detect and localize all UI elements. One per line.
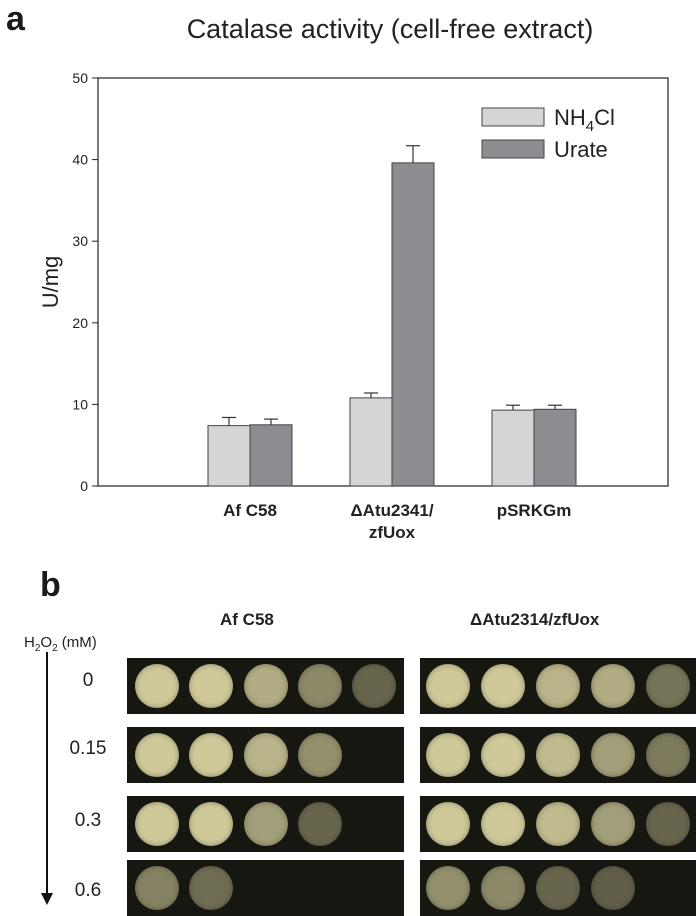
y-axis-label: U/mg: [38, 256, 63, 309]
colony-spot: [481, 866, 525, 910]
y-tick-label: 30: [72, 233, 88, 249]
colony-spot: [646, 733, 690, 777]
y-tick-label: 10: [72, 396, 88, 412]
plate-af-c58-row-0: [127, 658, 404, 714]
colony-spot: [536, 733, 580, 777]
bar-chart: 0 10 20 30 40 50 U/mg Af C58 ΔAtu2341/zfUox pSRKG…: [38, 70, 669, 542]
colony-spot: [135, 802, 179, 846]
y-tick-label: 40: [72, 152, 88, 168]
bar-urate: [249, 424, 293, 487]
conc-label-0: 0: [82, 670, 94, 691]
panel-a-letter: a: [6, 0, 25, 38]
colony-spot: [243, 664, 288, 708]
colony-spot: [135, 866, 179, 910]
y-tick-label: 0: [80, 478, 88, 494]
colony-spot: [426, 664, 470, 708]
colony-spot: [426, 802, 470, 846]
colony-spot: [536, 664, 580, 708]
colony-spot: [646, 664, 690, 708]
x-category-label: ΔAtu2341/: [350, 501, 433, 520]
conc-label-1: 0.15: [69, 738, 107, 759]
colony-spot: [297, 664, 342, 708]
colony-spot: [189, 664, 234, 708]
legend-swatch: [481, 107, 545, 127]
colony-spot: [135, 664, 179, 708]
colony-spot: [591, 802, 635, 846]
colony-spot: [591, 664, 635, 708]
x-category-label: zfUox: [369, 523, 416, 542]
plate-af-c58-row-2: [127, 796, 404, 852]
conc-label-2: 0.3: [74, 810, 102, 831]
bar-nh4cl: [207, 425, 251, 487]
colony-spot: [243, 802, 288, 846]
legend-label: Urate: [554, 137, 608, 162]
colony-spot: [481, 733, 525, 777]
plate-mutant-row-2: [420, 796, 696, 852]
colony-spot: [481, 664, 525, 708]
plate-af-c58-row-3: [127, 860, 404, 916]
colony-spot: [481, 802, 525, 846]
colony-spot: [646, 802, 690, 846]
colony-spot: [536, 866, 580, 910]
colony-spot: [591, 866, 635, 910]
plate-mutant-row-1: [420, 727, 696, 783]
colony-spot: [536, 802, 580, 846]
colony-spot: [352, 664, 396, 708]
arrow-down-icon: [41, 893, 53, 905]
chart-title: Catalase activity (cell-free extract): [186, 14, 594, 44]
x-category-label: Af C58: [223, 501, 277, 520]
legend-label: NH4Cl: [554, 105, 615, 135]
strain-label-af-c58: Af C58: [220, 610, 274, 629]
y-tick-label: 20: [72, 315, 88, 331]
h2o2-axis-label: H2O2 (mM): [24, 634, 97, 654]
colony-spot: [189, 802, 234, 846]
bar-urate: [391, 162, 435, 487]
conc-label-3: 0.6: [74, 880, 102, 901]
legend-swatch: [481, 139, 545, 159]
strain-label-mutant: ΔAtu2314/zfUox: [470, 610, 600, 629]
bar-urate: [533, 408, 577, 487]
colony-spot: [135, 733, 179, 777]
colony-spot: [243, 733, 288, 777]
colony-spot: [297, 802, 342, 846]
bar-nh4cl: [491, 409, 535, 487]
plate-mutant-row-3: [420, 860, 696, 916]
concentration-arrow: [46, 652, 48, 896]
x-category-label: pSRKGm: [497, 501, 572, 520]
plate-mutant-row-0: [420, 658, 696, 714]
y-tick-label: 50: [72, 70, 88, 86]
plate-af-c58-row-1: [127, 727, 404, 783]
colony-spot: [189, 733, 234, 777]
colony-spot: [426, 733, 470, 777]
colony-spot: [426, 866, 470, 910]
panel-b-letter: b: [40, 566, 61, 604]
colony-spot: [189, 866, 234, 910]
bar-nh4cl: [349, 397, 393, 487]
colony-spot: [297, 733, 342, 777]
colony-spot: [591, 733, 635, 777]
